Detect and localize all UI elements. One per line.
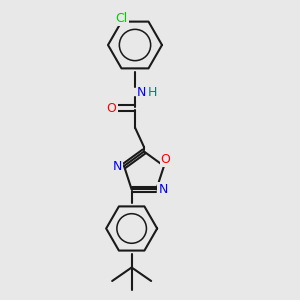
Text: N: N bbox=[113, 160, 122, 172]
Text: N: N bbox=[137, 86, 146, 99]
Text: O: O bbox=[107, 101, 116, 115]
Text: O: O bbox=[160, 153, 170, 166]
Text: H: H bbox=[148, 86, 157, 99]
Text: N: N bbox=[158, 183, 168, 196]
Text: Cl: Cl bbox=[116, 11, 128, 25]
